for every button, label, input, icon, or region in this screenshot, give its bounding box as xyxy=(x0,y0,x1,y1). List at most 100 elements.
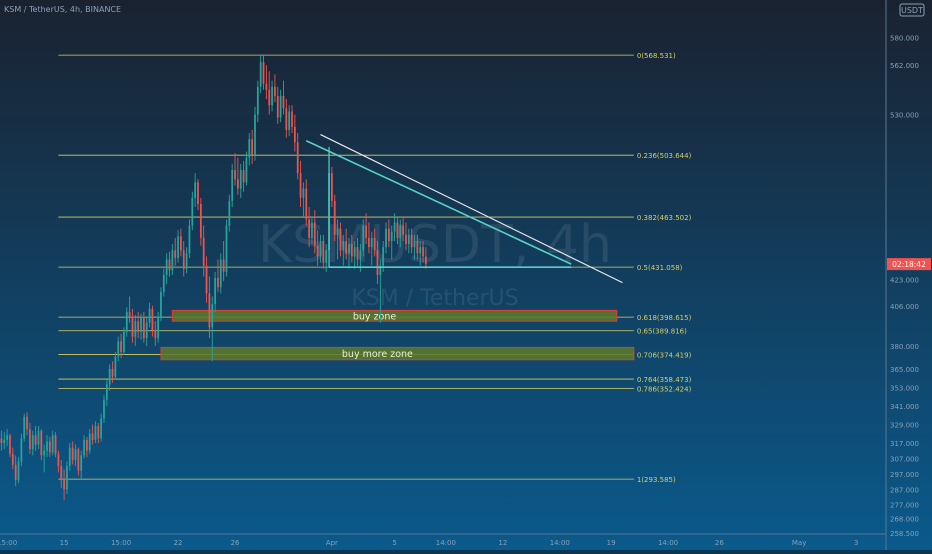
candle xyxy=(402,216,404,241)
currency-label: USDT xyxy=(901,6,923,15)
candle xyxy=(376,240,379,285)
candle xyxy=(217,259,219,292)
candle-body xyxy=(365,225,367,238)
candle-body xyxy=(356,247,359,260)
price-tick-label: 353.000 xyxy=(890,384,919,392)
candle-body xyxy=(66,466,68,490)
candle-body xyxy=(91,433,94,440)
candle xyxy=(63,469,65,501)
candle xyxy=(256,80,259,123)
candle-body xyxy=(333,200,336,235)
candle xyxy=(48,436,51,457)
candle xyxy=(239,163,242,198)
candle xyxy=(191,191,194,231)
candle-body xyxy=(331,173,333,201)
candle-body xyxy=(205,265,208,294)
candle xyxy=(103,395,105,423)
zone-box[interactable] xyxy=(171,309,618,322)
time-tick-label: 14:00 xyxy=(436,539,456,547)
candle-body xyxy=(416,240,419,254)
candle-body xyxy=(219,259,222,288)
resistance-trendline[interactable] xyxy=(320,134,623,284)
price-tick-label: 562.000 xyxy=(890,62,919,70)
candle xyxy=(145,316,148,346)
candle-body xyxy=(199,203,202,238)
candle-body xyxy=(322,240,325,263)
candle-body xyxy=(370,237,373,248)
watermark-pair: KSM / TetherUS xyxy=(351,286,518,311)
candle-body xyxy=(29,429,31,450)
candle xyxy=(405,222,407,251)
candle-body xyxy=(191,197,194,226)
candle xyxy=(385,222,387,254)
zones[interactable]: buy zone buy more zone xyxy=(160,309,635,361)
currency-badge[interactable]: USDT xyxy=(899,3,925,17)
candle xyxy=(393,213,396,241)
candle xyxy=(180,228,182,257)
candle xyxy=(390,225,393,260)
candle-body xyxy=(168,259,171,271)
candle-body xyxy=(57,453,60,467)
candle xyxy=(165,253,168,285)
candle-body xyxy=(100,418,103,439)
candle xyxy=(353,240,356,269)
candle-body xyxy=(14,464,17,481)
fib-level-label: 0.618(398.615) xyxy=(637,314,692,322)
price-tick-label: 580.000 xyxy=(890,34,919,42)
candle xyxy=(94,421,97,444)
candle xyxy=(331,166,333,208)
candle-body xyxy=(225,225,228,272)
candle-body xyxy=(128,311,131,319)
candle xyxy=(370,231,373,266)
candle-body xyxy=(242,170,245,183)
zone-box[interactable] xyxy=(160,346,635,361)
candle xyxy=(182,240,185,277)
current-price-tag[interactable] xyxy=(887,258,931,271)
time-axis[interactable]: 15:00 15 15:00 22 26 Apr 5 14:00 12 14:00 19 14:00 2… xyxy=(0,539,858,547)
time-tick-label: 22 xyxy=(174,539,183,547)
candle-body xyxy=(410,234,413,248)
candle-body xyxy=(279,96,282,118)
triangle-upper-trendline[interactable] xyxy=(305,140,572,265)
drawings[interactable] xyxy=(305,134,623,284)
candle xyxy=(228,194,231,232)
candle xyxy=(208,276,211,339)
zone-label: buy zone xyxy=(353,311,397,322)
candle-body xyxy=(86,439,88,451)
price-axis[interactable]: 258.500 268.000 277.000 287.000 297.000 307.0… xyxy=(887,34,931,538)
candle xyxy=(299,160,302,208)
candle xyxy=(219,253,222,294)
candle-body xyxy=(40,430,43,456)
price-tick-label: 406.000 xyxy=(890,303,919,311)
candle xyxy=(91,424,94,445)
candle-body xyxy=(319,240,322,257)
candle xyxy=(160,287,162,322)
candle xyxy=(413,234,416,260)
candle xyxy=(40,429,43,460)
candle-body xyxy=(379,265,382,275)
candle xyxy=(322,234,325,269)
candle xyxy=(379,259,382,323)
candle-body xyxy=(211,304,214,328)
candle-body xyxy=(276,96,279,118)
time-tick-label: 3 xyxy=(854,539,858,547)
candle xyxy=(291,105,293,134)
candle-body xyxy=(208,293,211,328)
candle-body xyxy=(34,435,37,445)
candle-body xyxy=(60,466,63,481)
candle xyxy=(46,435,48,457)
candle xyxy=(177,230,179,263)
candle-body xyxy=(259,62,262,87)
candle xyxy=(26,412,28,436)
candle xyxy=(214,271,216,312)
fib-level-label: 1(293.585) xyxy=(637,476,676,484)
candle-body xyxy=(302,188,305,198)
candle xyxy=(17,456,20,484)
candle xyxy=(242,160,245,192)
candle-body xyxy=(177,236,179,258)
fibonacci-retracement[interactable]: 0(568.531) 0.236(503.644) 0.382(463.502) 0.… xyxy=(58,52,692,484)
candle-body xyxy=(248,139,251,158)
candle xyxy=(234,153,236,186)
candle xyxy=(51,430,54,456)
